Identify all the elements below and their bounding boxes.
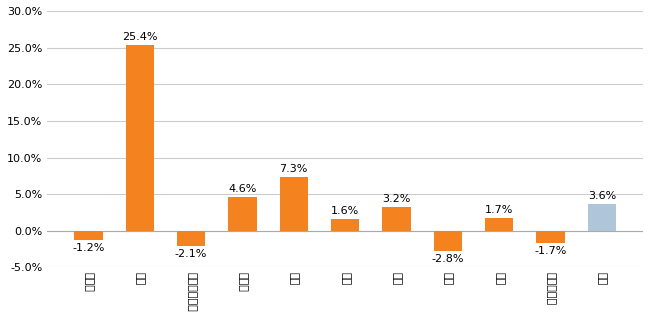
Text: -1.7%: -1.7% [534, 246, 567, 256]
Bar [280, 177, 308, 231]
Bar [485, 218, 514, 231]
Bar [588, 204, 616, 231]
Text: -2.1%: -2.1% [175, 249, 207, 259]
Text: 4.6%: 4.6% [228, 184, 257, 194]
Text: 1.7%: 1.7% [485, 205, 514, 215]
Text: 7.3%: 7.3% [280, 164, 308, 174]
Bar [125, 45, 154, 231]
Bar [382, 207, 411, 231]
Text: -2.8%: -2.8% [432, 254, 464, 264]
Bar [434, 231, 462, 251]
Bar [331, 219, 359, 231]
Bar [177, 231, 205, 246]
Text: 1.6%: 1.6% [331, 206, 359, 216]
Bar [536, 231, 565, 243]
Text: 3.6%: 3.6% [588, 191, 616, 202]
Text: -1.2%: -1.2% [72, 242, 105, 253]
Bar [228, 197, 257, 231]
Text: 3.2%: 3.2% [382, 194, 411, 204]
Text: 25.4%: 25.4% [122, 32, 157, 42]
Bar [74, 231, 103, 240]
